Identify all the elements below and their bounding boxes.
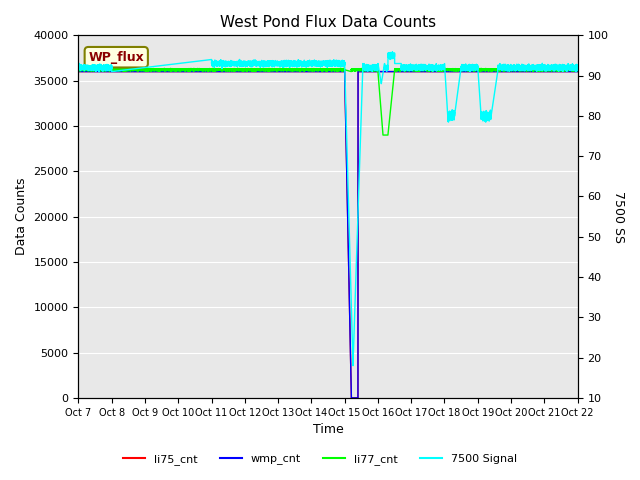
wmp_cnt — [450, 69, 458, 74]
li75_cnt — [393, 69, 401, 74]
Line: li75_cnt: li75_cnt — [79, 72, 578, 398]
wmp_cnt — [483, 69, 490, 74]
wmp_cnt — [348, 395, 355, 401]
li75_cnt — [450, 69, 458, 74]
li77_cnt — [379, 132, 387, 138]
7500 Signal — [463, 64, 471, 70]
Line: wmp_cnt: wmp_cnt — [79, 72, 578, 398]
7500 Signal — [349, 363, 356, 369]
li75_cnt — [476, 69, 483, 74]
Y-axis label: Data Counts: Data Counts — [15, 178, 28, 255]
wmp_cnt — [476, 69, 483, 74]
7500 Signal — [75, 64, 83, 70]
li77_cnt — [463, 67, 471, 73]
li75_cnt — [100, 69, 108, 74]
li77_cnt — [483, 67, 490, 72]
li75_cnt — [483, 69, 490, 74]
wmp_cnt — [100, 69, 108, 74]
Legend: li75_cnt, wmp_cnt, li77_cnt, 7500 Signal: li75_cnt, wmp_cnt, li77_cnt, 7500 Signal — [118, 450, 522, 469]
wmp_cnt — [574, 69, 582, 74]
li77_cnt — [476, 67, 483, 73]
7500 Signal — [483, 113, 490, 119]
li77_cnt — [441, 65, 449, 71]
7500 Signal — [476, 91, 483, 96]
X-axis label: Time: Time — [312, 423, 344, 436]
Title: West Pond Flux Data Counts: West Pond Flux Data Counts — [220, 15, 436, 30]
7500 Signal — [100, 66, 108, 72]
li75_cnt — [574, 69, 582, 74]
li75_cnt — [348, 395, 355, 401]
7500 Signal — [394, 60, 401, 66]
li77_cnt — [75, 67, 83, 72]
li77_cnt — [450, 68, 458, 73]
Text: WP_flux: WP_flux — [88, 51, 144, 64]
Y-axis label: 7500 SS: 7500 SS — [612, 191, 625, 242]
7500 Signal — [388, 49, 396, 55]
wmp_cnt — [75, 69, 83, 74]
li75_cnt — [463, 69, 471, 74]
Line: li77_cnt: li77_cnt — [79, 68, 578, 135]
li77_cnt — [100, 67, 108, 72]
7500 Signal — [450, 112, 458, 118]
li75_cnt — [75, 69, 83, 74]
wmp_cnt — [463, 69, 471, 74]
li77_cnt — [574, 68, 582, 73]
li77_cnt — [393, 67, 401, 73]
wmp_cnt — [393, 69, 401, 74]
Line: 7500 Signal: 7500 Signal — [79, 52, 578, 366]
7500 Signal — [574, 64, 582, 70]
